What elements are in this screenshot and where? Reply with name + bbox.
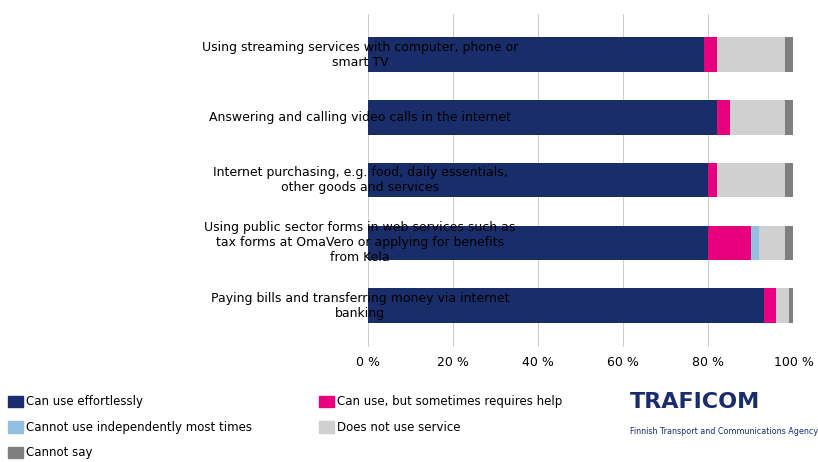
Bar [717,100,730,135]
Bar [759,225,785,260]
Text: Using public sector forms in web services such as
tax forms at OmaVero or applyi: Using public sector forms in web service… [204,221,515,264]
Bar [776,288,789,323]
Text: Can use effortlessly: Can use effortlessly [26,395,143,408]
Bar [789,288,793,323]
Text: Using streaming services with computer, phone or
smart TV: Using streaming services with computer, … [202,41,518,69]
Bar [751,225,759,260]
Bar [708,163,717,197]
Bar [368,100,717,135]
Bar [730,100,785,135]
Text: Does not use service: Does not use service [337,421,461,434]
Bar [368,225,708,260]
Text: TRAFICOM: TRAFICOM [630,392,760,412]
Bar [368,163,708,197]
Bar [717,163,785,197]
Text: Answering and calling video calls in the internet: Answering and calling video calls in the… [209,111,511,124]
Bar [708,225,751,260]
Bar [785,37,793,72]
Bar [368,288,764,323]
Text: Internet purchasing, e.g. food, daily essentials,
other goods and services: Internet purchasing, e.g. food, daily es… [213,166,507,194]
Bar [764,288,776,323]
Text: Cannot say: Cannot say [26,446,92,459]
Bar [785,100,793,135]
Text: Cannot use independently most times: Cannot use independently most times [26,421,252,434]
Bar [704,37,717,72]
Bar [785,225,793,260]
Text: Paying bills and transferring money via internet
banking: Paying bills and transferring money via … [211,292,509,320]
Text: Finnish Transport and Communications Agency: Finnish Transport and Communications Age… [630,427,818,437]
Bar [785,163,793,197]
Bar [368,37,704,72]
Text: Can use, but sometimes requires help: Can use, but sometimes requires help [337,395,562,408]
Bar [717,37,785,72]
